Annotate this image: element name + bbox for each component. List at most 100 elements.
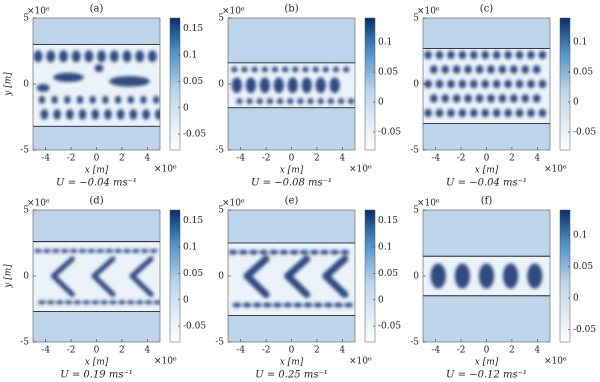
colorbar-tick-label: 0.05 [183, 269, 203, 279]
x-multiplier: ×10⁶ [349, 165, 372, 175]
y-tick-label: 5 [218, 206, 224, 216]
caption: U = 0.19 ms⁻¹ [60, 370, 133, 381]
vortex [441, 65, 450, 74]
colorbar-tick-label: -0.05 [378, 322, 401, 332]
vortex [515, 108, 524, 118]
field [423, 18, 550, 150]
y-tick-label: -5 [215, 146, 224, 156]
vortices [33, 50, 160, 120]
caption: U = −0.08 ms⁻¹ [251, 178, 332, 189]
y-tick-label: 5 [218, 14, 224, 24]
vortex [69, 248, 78, 253]
caption: U = −0.04 ms⁻¹ [446, 178, 527, 189]
colorbar [364, 17, 376, 151]
x-tick-label: 2 [119, 346, 125, 356]
vortex [135, 50, 145, 63]
vortex [147, 50, 157, 63]
vortex-chevron [50, 256, 75, 297]
y-tick-label: -5 [410, 338, 419, 348]
y-tick-label: -5 [20, 146, 29, 156]
vortex [481, 108, 490, 118]
vortex [269, 249, 279, 255]
vortex [303, 302, 313, 308]
vortex [342, 66, 350, 73]
vortex [464, 65, 472, 74]
vortex [273, 302, 282, 308]
vortex [109, 300, 117, 305]
vortex [309, 249, 319, 255]
vortex [52, 248, 60, 253]
vortex-chevron [243, 255, 270, 298]
vortex [329, 77, 340, 94]
y-tick-label: -5 [215, 338, 224, 348]
vortex [126, 300, 135, 305]
vortex [105, 248, 114, 253]
colorbar-tick-label: 0.15 [183, 216, 203, 226]
vortex [46, 50, 56, 63]
vortex [447, 108, 455, 118]
vortex [323, 302, 333, 308]
y-multiplier: ×10⁶ [27, 199, 50, 209]
vortex [447, 79, 455, 89]
vortex [238, 249, 248, 255]
vortex [266, 98, 274, 105]
vortex [538, 79, 547, 89]
vortex [87, 248, 96, 253]
vortex [64, 95, 71, 104]
vortex [78, 109, 87, 120]
vortex [487, 94, 495, 103]
panel: -4 -2 0 2 4 -5 0 5 (c) ×10⁶ x [m] ×10⁶ U = −0.04 ms⁻… [410, 4, 596, 189]
vortex [348, 98, 355, 105]
vortex [334, 302, 343, 308]
vortex [289, 249, 299, 255]
y-multiplier: ×10⁶ [417, 7, 440, 17]
vortex [435, 108, 444, 118]
x-tick-label: 0 [94, 346, 100, 356]
vortices [231, 66, 355, 105]
vortex [538, 50, 547, 60]
x-tick-label: 4 [339, 154, 345, 164]
vortex [475, 94, 484, 103]
vortex [154, 109, 160, 120]
x-tick-label: -4 [431, 154, 440, 164]
vortex [478, 263, 495, 289]
vortex [424, 108, 432, 118]
colorbar-tick-label: -0.05 [378, 128, 401, 138]
vortex [153, 300, 160, 305]
colorbar-tick-label: -0.05 [183, 322, 206, 332]
vortex [344, 302, 354, 308]
vortices [228, 249, 354, 308]
vortex [452, 65, 461, 74]
vortex-chevron [322, 255, 349, 298]
x-tick-label: 4 [534, 154, 540, 164]
x-tick-label: 2 [314, 346, 320, 356]
vortex [454, 263, 470, 289]
vortex [109, 76, 150, 87]
vortex [430, 263, 446, 289]
vortex [276, 98, 284, 105]
vortex [509, 65, 518, 74]
colorbar-tick-label: 0.1 [183, 50, 197, 60]
vortex [330, 249, 340, 255]
vortex [481, 79, 490, 89]
vortex-chevron [129, 256, 154, 297]
vortex [116, 109, 125, 120]
vortex [504, 50, 512, 60]
vortex [241, 66, 248, 73]
panel: -4 -2 0 2 4 -5 0 5 (e) ×10⁶ x [m] ×10⁶ U = 0.25 ms⁻¹… [215, 196, 401, 381]
vortex [51, 95, 58, 104]
colorbar [169, 17, 181, 151]
panel-title: (c) [480, 4, 494, 15]
vortex [313, 302, 323, 308]
vortex [297, 98, 304, 105]
vortex [228, 249, 238, 255]
vortex [287, 98, 294, 105]
vortices [34, 248, 160, 305]
vortex [435, 50, 444, 60]
vortex [301, 77, 312, 94]
y-tick-label: 0 [23, 272, 29, 282]
y-tick-label: -5 [20, 338, 29, 348]
vortex [236, 98, 243, 105]
vortex [293, 302, 303, 308]
